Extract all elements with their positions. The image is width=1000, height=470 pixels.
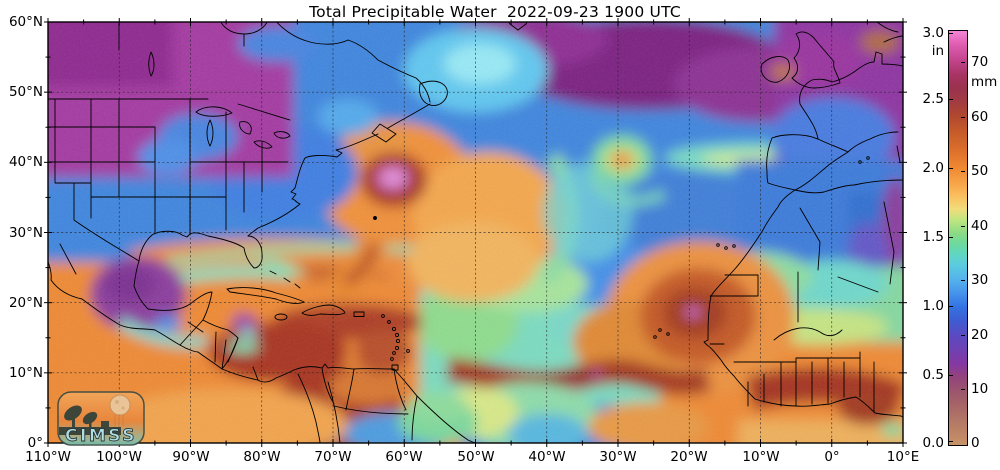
colorbar-tick	[961, 389, 965, 390]
colorbar	[948, 30, 968, 446]
colorbar-tick	[949, 99, 953, 100]
coastlines	[48, 22, 903, 443]
x-tick-label: 20°W	[670, 449, 708, 465]
y-tick-label: 20°N	[8, 295, 43, 311]
colorbar-inch-label: 2.0	[922, 160, 944, 176]
colorbar-inch-label: 1.0	[922, 298, 944, 314]
x-tick-label: 10°E	[886, 449, 920, 465]
colorbar-mm-label: 0	[971, 435, 980, 451]
x-tick-label: 0°	[824, 449, 840, 465]
cimss-logo-text: CIMSS	[65, 426, 137, 446]
y-tick-label: 10°N	[8, 365, 43, 381]
colorbar-tick	[949, 441, 953, 442]
y-tick-label: 30°N	[8, 225, 43, 241]
y-tick-label: 60°N	[8, 14, 43, 30]
colorbar-tick	[961, 117, 965, 118]
figure-title: Total Precipitable Water 2022-09-23 1900…	[309, 3, 681, 21]
colorbar-tick	[961, 335, 965, 336]
x-tick-label: 90°W	[172, 449, 210, 465]
y-tick-label: 0°	[27, 435, 43, 451]
colorbar-tick	[949, 33, 953, 34]
x-tick-label: 50°W	[457, 449, 495, 465]
y-tick-label: 40°N	[8, 154, 43, 170]
map-canvas	[44, 18, 907, 447]
colorbar-inch-label: 0.5	[922, 367, 944, 383]
colorbar-tick	[961, 171, 965, 172]
x-tick-label: 60°W	[385, 449, 423, 465]
x-tick-label: 40°W	[528, 449, 566, 465]
colorbar-mm-label: 70	[971, 54, 989, 70]
colorbar-mm-label: 40	[971, 218, 989, 234]
colorbar-tick	[961, 62, 965, 63]
x-tick-label: 10°W	[742, 449, 780, 465]
x-tick-label: 70°W	[314, 449, 352, 465]
colorbar-mm-label: 60	[971, 109, 989, 125]
x-tick-label: 100°W	[96, 449, 142, 465]
colorbar-mm-label: 10	[971, 381, 989, 397]
map-border	[47, 21, 904, 444]
y-tick-label: 50°N	[8, 84, 43, 100]
x-tick-label: 110°W	[25, 449, 71, 465]
colorbar-tick	[949, 306, 953, 307]
colorbar-tick	[949, 375, 953, 376]
colorbar-inch-label: 0.0	[922, 435, 944, 451]
graticule	[48, 22, 903, 443]
colorbar-inch-unit: in	[931, 43, 944, 59]
colorbar-tick	[949, 168, 953, 169]
x-tick-label: 80°W	[243, 449, 281, 465]
colorbar-tick	[961, 226, 965, 227]
cimss-logo: CIMSS	[57, 391, 145, 446]
colorbar-mm-label: 20	[971, 327, 989, 343]
colorbar-tick	[949, 237, 953, 238]
x-tick-label: 30°W	[599, 449, 637, 465]
colorbar-mm-label: 30	[971, 272, 989, 288]
sun-icon	[109, 394, 131, 416]
colorbar-inch-label: 2.5	[922, 91, 944, 107]
colorbar-mm-label: 50	[971, 163, 989, 179]
colorbar-tick	[961, 280, 965, 281]
colorbar-mm-unit: mm	[971, 74, 998, 90]
colorbar-inch-label: 3.0	[922, 25, 944, 41]
satellite-dish-icon	[59, 405, 121, 435]
colorbar-inch-label: 1.5	[922, 229, 944, 245]
